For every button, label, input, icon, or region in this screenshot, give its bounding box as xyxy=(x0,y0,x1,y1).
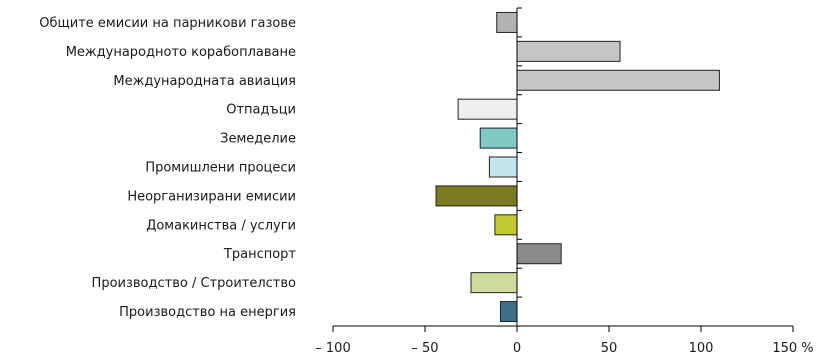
bar xyxy=(499,301,518,323)
x-tick-label: – 50 xyxy=(411,341,438,356)
bar xyxy=(496,11,518,33)
bar xyxy=(516,243,562,265)
category-labels: Общите емисии на парникови газове Междуна… xyxy=(39,16,296,320)
bar xyxy=(516,40,621,62)
category-label: Земеделие xyxy=(220,132,296,147)
bar xyxy=(516,69,720,91)
x-tick-label: 0 xyxy=(513,341,521,356)
bar xyxy=(470,272,518,294)
category-label: Домакинства / услуги xyxy=(146,218,296,233)
bar xyxy=(488,156,518,178)
bars xyxy=(435,11,720,323)
x-tick-label: 100 xyxy=(689,341,714,356)
x-tick-label: 150 % xyxy=(772,341,813,356)
category-label: Общите емисии на парникови газове xyxy=(39,16,296,31)
category-label: Международното корабоплаване xyxy=(66,45,296,60)
bar xyxy=(494,214,518,236)
category-label: Производство / Строителство xyxy=(92,276,296,291)
category-label: Производство на енергия xyxy=(119,305,296,320)
bar xyxy=(479,127,518,149)
category-label: Международната авиация xyxy=(113,74,296,89)
category-label: Неорганизирани емисии xyxy=(127,189,296,204)
axes: – 100 – 50 0 50 100 150 % xyxy=(315,7,814,356)
category-label: Промишлени процеси xyxy=(145,161,296,176)
x-tick-label: 50 xyxy=(601,341,618,356)
bar xyxy=(457,98,518,120)
category-label: Транспорт xyxy=(223,247,297,262)
category-label: Отпадъци xyxy=(226,103,296,118)
bar xyxy=(435,185,518,207)
x-tick-label: – 100 xyxy=(315,341,350,356)
